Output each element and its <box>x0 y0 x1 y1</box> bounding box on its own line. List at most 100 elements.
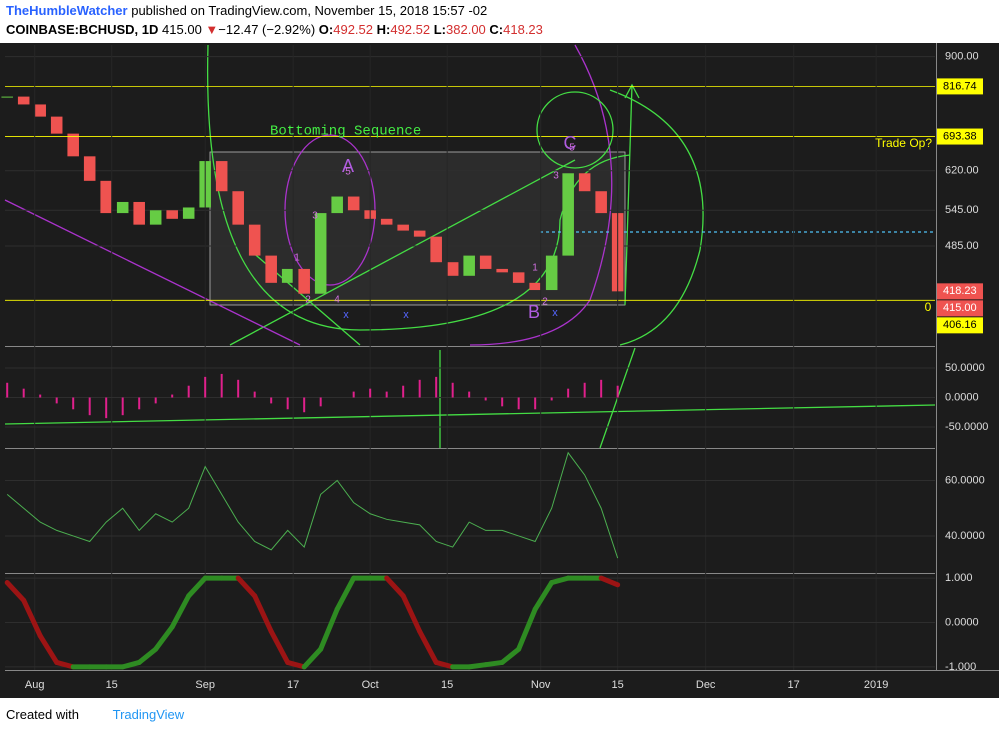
macd-bar <box>105 397 108 419</box>
osc-segment <box>54 659 76 670</box>
level-label: 418.23 <box>943 285 977 297</box>
x-tick-label: Nov <box>531 679 551 691</box>
footer: Created with TradingView <box>6 707 184 722</box>
annotation: 1 <box>532 263 538 274</box>
macd-bar <box>253 391 256 398</box>
candle <box>430 236 442 263</box>
candle <box>463 255 475 276</box>
macd-bar <box>237 379 240 398</box>
candle <box>562 173 574 256</box>
trend-line <box>4 199 301 346</box>
annotation: 4 <box>334 295 340 306</box>
macd-bar <box>402 385 405 398</box>
low: 382.00 <box>446 22 486 37</box>
candle <box>529 282 541 291</box>
x-tick-label: 15 <box>106 679 118 691</box>
macd-bar <box>600 379 603 398</box>
x-tick-label: 15 <box>612 679 624 691</box>
candle <box>215 161 228 192</box>
chart: 900.00 620.00 545.00 485.00 816.74 693.38 418.… <box>0 43 999 698</box>
candle <box>83 156 96 181</box>
candle <box>67 133 79 157</box>
macd-bar <box>451 382 454 398</box>
candle <box>545 255 558 291</box>
high: 492.52 <box>390 22 431 37</box>
annotation: x <box>552 307 558 319</box>
osc-segment <box>598 575 621 588</box>
x-tick-label: 2019 <box>864 679 888 691</box>
osc-segment <box>549 575 571 586</box>
author[interactable]: TheHumbleWatcher <box>6 3 128 18</box>
osc-segment <box>499 646 522 665</box>
x-tick-label: Sep <box>195 679 215 691</box>
h-label: H: <box>376 22 391 37</box>
macd-bar <box>352 391 355 398</box>
annotation: 3 <box>553 171 559 182</box>
candle <box>281 268 294 283</box>
candle <box>595 191 607 214</box>
osc-segment <box>186 575 208 599</box>
osc-segment <box>21 597 43 639</box>
x-tick-label: Dec <box>696 679 716 691</box>
candle <box>116 201 129 214</box>
macd-bar <box>154 397 157 404</box>
level-label: 406.16 <box>943 319 977 331</box>
osc-segment <box>235 575 258 599</box>
macd-bar <box>187 385 190 398</box>
osc-segment <box>384 575 406 599</box>
annotation: Bottoming Sequence <box>270 124 421 140</box>
fib-arc <box>469 44 613 346</box>
x-tick-label: 15 <box>441 679 453 691</box>
macd-bar <box>567 388 570 398</box>
spiral <box>609 89 704 346</box>
y-tick-label: 60.0000 <box>945 474 985 486</box>
macd-bar <box>88 397 91 416</box>
candle <box>413 230 426 237</box>
osc-segment <box>252 593 274 634</box>
spiral <box>536 91 614 169</box>
macd-bar <box>484 397 487 401</box>
candle <box>182 207 195 219</box>
osc-segment <box>318 606 340 652</box>
candle <box>496 268 508 273</box>
level-tag <box>937 78 983 95</box>
annotation: 2 <box>305 295 311 306</box>
macd-bar <box>319 397 322 407</box>
trend-line <box>229 159 576 346</box>
close: 418.23 <box>503 22 543 37</box>
annotation: 3 <box>312 211 318 222</box>
osc-segment <box>400 593 423 634</box>
macd-bar <box>616 385 619 398</box>
level-label: 693.38 <box>943 130 977 142</box>
candle <box>100 180 112 214</box>
x-tick-label: 17 <box>287 679 299 691</box>
osc-segment <box>301 646 324 670</box>
y-tick-label: 50.0000 <box>945 362 985 374</box>
osc-segment <box>532 580 555 612</box>
annotation: C <box>564 133 577 153</box>
macd-bar <box>385 391 388 398</box>
candle <box>265 255 277 283</box>
y-tick-label: 0.0000 <box>945 391 979 403</box>
macd-bar <box>369 388 372 398</box>
annotation: x <box>343 309 349 321</box>
brand[interactable]: TradingView <box>112 707 185 722</box>
macd-bar <box>303 397 306 413</box>
annotation: 0 <box>925 300 932 314</box>
y-tick-label: -1.000 <box>945 661 976 673</box>
macd-bar <box>270 397 273 404</box>
macd-bar <box>204 376 207 398</box>
candle <box>314 213 327 294</box>
osc-segment <box>268 628 291 665</box>
published: published on TradingView.com, November 1… <box>131 3 488 18</box>
macd-bar <box>138 397 141 410</box>
x-tick-label: Oct <box>362 679 379 691</box>
level-tag <box>937 128 983 145</box>
y-tick-label: 40.0000 <box>945 530 985 542</box>
arrow-head <box>624 83 640 99</box>
macd-bar <box>517 397 520 410</box>
macd-bar <box>55 397 58 404</box>
annotation: 2 <box>542 297 548 308</box>
osc-segment <box>4 580 27 603</box>
